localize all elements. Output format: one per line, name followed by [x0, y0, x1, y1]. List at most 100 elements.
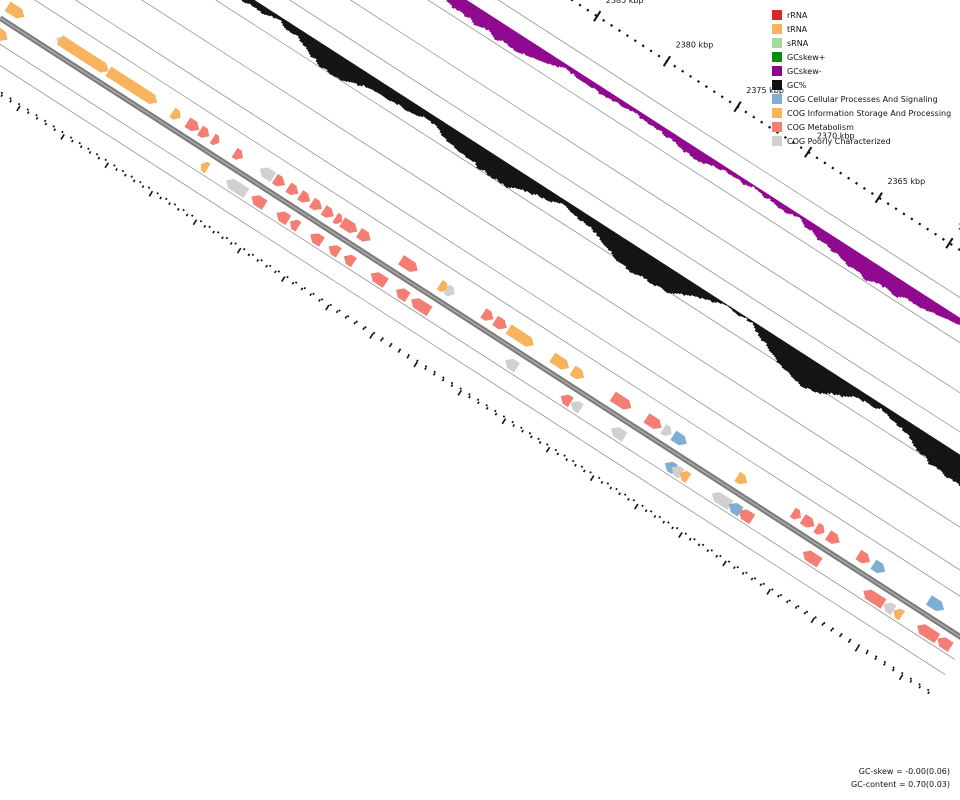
- inner-tick: [653, 514, 657, 518]
- guide-line: [0, 65, 946, 675]
- gc-content-bar: [894, 415, 902, 424]
- gc-skew-bar: [847, 251, 859, 268]
- gc-content-bar: [950, 464, 960, 480]
- gene-arrow: [549, 352, 570, 370]
- gc-skew-bar: [651, 121, 657, 127]
- gc-skew-stat: GC-skew = -0.00(0.06): [858, 767, 950, 776]
- gc-content-bar: [433, 117, 440, 125]
- gene-arrow: [664, 461, 678, 475]
- gc-content-bar: [641, 257, 656, 277]
- gc-skew-bar: [458, 0, 468, 12]
- gc-skew-bar: [785, 207, 792, 215]
- gc-skew-bar: [884, 274, 895, 288]
- gc-content-bar: [444, 127, 454, 140]
- gc-content-bar: [728, 305, 732, 309]
- gc-content-bar: [599, 227, 610, 241]
- gc-skew-bar: [858, 257, 870, 273]
- legend: rRNA tRNA sRNA GCskew+ GCskew- GC% COG Cellula…: [772, 8, 951, 148]
- gc-skew-bar: [455, 0, 466, 11]
- gc-skew-bar: [912, 291, 922, 305]
- gc-skew-bar: [946, 312, 954, 321]
- inner-tick: [874, 657, 877, 661]
- gc-content-bar: [798, 359, 816, 385]
- gc-content-bar: [799, 361, 818, 387]
- gc-skew-bar: [600, 88, 607, 96]
- gc-content-bar: [809, 366, 826, 391]
- gc-content-bar: [685, 282, 696, 296]
- inner-tick: [413, 361, 418, 368]
- gc-content-bar: [915, 433, 929, 452]
- inner-tick: [759, 583, 763, 587]
- inner-tick: [854, 645, 860, 652]
- gc-content-bar: [296, 29, 303, 37]
- gc-content-bar: [453, 133, 465, 149]
- gc-skew-bar: [862, 261, 876, 280]
- legend-label: COG Information Storage And Processing: [787, 108, 952, 118]
- gc-content-bar: [924, 438, 938, 457]
- gc-content-bar: [270, 11, 276, 17]
- gene-arrow: [209, 133, 220, 146]
- gc-skew-bar: [763, 192, 769, 199]
- gene-arrow: [370, 272, 389, 288]
- gc-skew-bar: [705, 156, 712, 165]
- gc-content-bar: [762, 331, 772, 343]
- gc-skew-bar: [527, 43, 538, 58]
- gc-skew-bar: [889, 278, 901, 293]
- gc-skew-bar: [622, 102, 628, 109]
- gc-skew-bar: [462, 1, 473, 15]
- inner-tick: [618, 492, 621, 496]
- gc-content-bar: [770, 338, 782, 354]
- gene-arrow: [443, 284, 455, 297]
- gene-arrow: [799, 514, 815, 528]
- gc-content-bar: [305, 37, 316, 51]
- gc-content-bar: [562, 200, 568, 206]
- inner-tick: [794, 605, 798, 609]
- gc-skew-bar: [825, 234, 834, 246]
- gc-content-bar: [627, 248, 643, 271]
- gc-content-bar: [696, 288, 704, 298]
- gc-skew-bar: [631, 107, 636, 113]
- gc-skew-bar: [681, 141, 689, 151]
- gc-content-bar: [410, 104, 419, 114]
- gc-skew-bar: [837, 242, 847, 256]
- gc-content-bar: [666, 273, 681, 294]
- gc-content-bar: [942, 452, 959, 475]
- gc-content-bar: [756, 326, 763, 334]
- inner-tick: [627, 497, 630, 501]
- gc-content-bar: [816, 370, 833, 394]
- gc-content-bar: [701, 290, 709, 299]
- ruler-major-tick: [945, 237, 954, 249]
- inner-tick: [688, 537, 692, 541]
- gc-content-bar: [571, 206, 578, 215]
- inner-tick: [600, 480, 604, 484]
- gc-skew-bar: [473, 10, 485, 26]
- gene-arrow: [343, 254, 357, 268]
- gene-arrow: [285, 182, 299, 195]
- gc-content-bar: [355, 70, 366, 85]
- gc-content-bar: [903, 422, 912, 434]
- gc-skew-bar: [738, 176, 744, 181]
- gc-skew-bar: [559, 61, 565, 68]
- gc-content-bar: [901, 420, 910, 432]
- gc-content-bar: [787, 351, 803, 374]
- gc-skew-bar: [937, 306, 945, 317]
- gc-content-bar: [283, 21, 290, 29]
- inner-tick: [722, 560, 727, 567]
- legend-item: COG Metabolism: [772, 120, 951, 134]
- gc-skew-bar: [590, 81, 596, 89]
- inner-tick: [344, 315, 348, 319]
- gc-content-bar: [938, 449, 954, 471]
- gc-skew-bar: [677, 138, 685, 148]
- gc-content-bar: [594, 223, 604, 234]
- gc-skew-bar: [815, 228, 823, 238]
- gc-skew-bar: [791, 210, 796, 216]
- inner-tick: [441, 378, 445, 382]
- gc-content-bar: [445, 128, 456, 143]
- gc-content-bar: [252, 1, 259, 8]
- gc-skew-bar: [758, 188, 763, 193]
- gc-content-bar: [596, 224, 606, 237]
- gc-skew-bar: [649, 119, 655, 126]
- gc-skew-bar: [624, 103, 630, 110]
- gc-content-bar: [880, 404, 885, 410]
- gc-skew-bar: [756, 187, 760, 191]
